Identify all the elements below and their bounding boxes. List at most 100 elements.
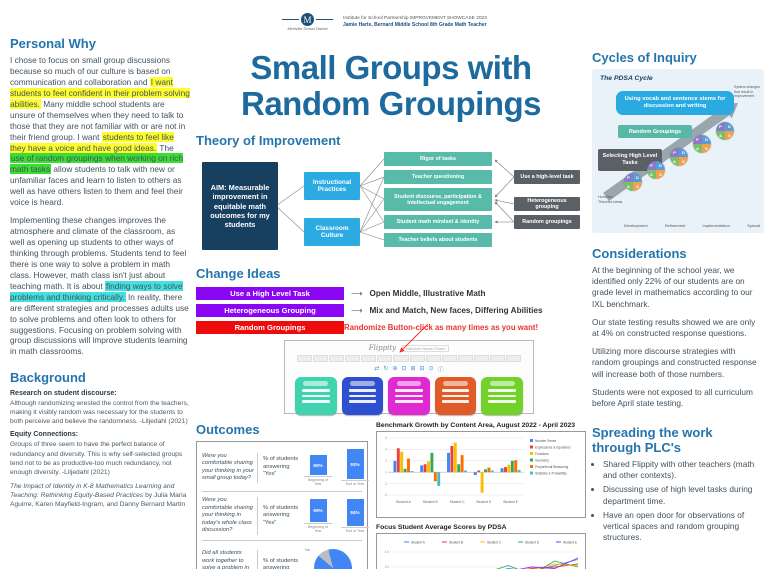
outcome-bar-label: Beginning of Year bbox=[304, 476, 332, 486]
poster-title: Small Groups with Random Groupings bbox=[196, 50, 586, 121]
pdsa-wheel: P D A S bbox=[647, 161, 665, 179]
pdsa-letter: P bbox=[627, 175, 630, 180]
pdsa-letter: S bbox=[636, 184, 639, 189]
outcome-bar-group: 93% End of Year bbox=[341, 449, 369, 486]
text-segment: allow students to talk with new or unfam… bbox=[10, 164, 183, 208]
svg-text:Student A: Student A bbox=[396, 500, 411, 504]
collapse-icon: ⊟ bbox=[419, 366, 425, 373]
randomize-annotation: Randomize Button-click as many times as … bbox=[344, 323, 539, 333]
text-segment: I chose to focus on small group discussi… bbox=[10, 55, 171, 87]
card-name-line bbox=[488, 389, 516, 392]
card-header-pill bbox=[396, 381, 422, 387]
pdsa-letter: D bbox=[636, 175, 639, 180]
district-m-icon: M bbox=[301, 13, 314, 26]
citation-authors: by Julia Maria Aguirre, Karen Mayfield-I… bbox=[10, 491, 187, 508]
results-row: Outcomes Were you comfortable sharing yo… bbox=[196, 422, 586, 569]
background-heading: Background bbox=[10, 370, 86, 386]
change-idea-box: Random Groupings bbox=[196, 321, 344, 335]
secondary-driver-node: Student math mindset & identity bbox=[384, 215, 492, 230]
svg-text:Student E: Student E bbox=[563, 541, 577, 545]
flippity-group-cards bbox=[295, 377, 523, 416]
svg-text:Student B: Student B bbox=[449, 541, 463, 545]
svg-text:Student C: Student C bbox=[449, 500, 465, 504]
card-header-pill bbox=[489, 381, 515, 387]
card-header-pill bbox=[303, 381, 329, 387]
text-segment: Implementing these changes improves the … bbox=[10, 215, 187, 291]
focus-chart-panel: 1.02.03.04.0BaselinePDSA 1PDSA 2PDSA 3PD… bbox=[376, 533, 586, 569]
outcomes-question: Did all students work together to solve … bbox=[202, 549, 258, 569]
card-header-pill bbox=[443, 381, 469, 387]
flippity-tab bbox=[313, 355, 329, 363]
svg-text:4.0: 4.0 bbox=[385, 550, 390, 554]
flippity-tab bbox=[345, 355, 361, 363]
flippity-tab bbox=[441, 355, 457, 363]
svg-text:6: 6 bbox=[385, 436, 387, 440]
pdsa-phase-label: Implementation bbox=[702, 223, 730, 228]
svg-text:Student A: Student A bbox=[411, 541, 426, 545]
flippity-tab bbox=[329, 355, 345, 363]
pdsa-letter: S bbox=[705, 146, 708, 151]
background-sub2-title: Equity Connections: bbox=[10, 431, 79, 439]
outcome-bar-label: End of Year bbox=[341, 480, 369, 486]
background-sub1-title: Research on student discourse: bbox=[10, 390, 117, 398]
considerations-paragraph: Students were not exposed to all curricu… bbox=[592, 386, 753, 408]
flippity-tab-strip bbox=[297, 355, 522, 363]
plc-bullet-list: Shared Flippity with other teachers (mat… bbox=[592, 459, 764, 543]
pdsa-phase-labels: Development Refinement Implementation Sprea… bbox=[624, 223, 760, 228]
outcome-bar: 69% bbox=[309, 499, 327, 523]
district-logo: M Mehlville School District bbox=[282, 13, 333, 31]
pdsa-wheel: P D A S bbox=[624, 173, 642, 191]
focus-line-chart: 1.02.03.04.0BaselinePDSA 1PDSA 2PDSA 3PD… bbox=[385, 541, 579, 569]
outcome-bar: 93% bbox=[346, 449, 364, 480]
showcase-title: Institute for School Partnership IMPROVE… bbox=[343, 16, 487, 21]
pdsa-wheel: P D A S bbox=[693, 135, 711, 153]
plc-heading: Spreading the work through PLC's bbox=[592, 425, 713, 456]
outcome-bar: 84% bbox=[346, 498, 364, 527]
considerations-section: Considerations At the beginning of the s… bbox=[592, 246, 764, 409]
secondary-driver-node: Teacher beliefs about students bbox=[384, 233, 492, 248]
secondary-driver-node: Student discourse, participation & intel… bbox=[384, 188, 492, 212]
benchmark-chart-title: Benchmark Growth by Content Area, August… bbox=[376, 422, 576, 430]
flippity-group-card bbox=[341, 377, 384, 416]
pdsa-letter: A bbox=[627, 184, 630, 189]
aim-node: AIM: Measurable improvement in equitable… bbox=[202, 162, 278, 251]
arrow-right-icon: ⟶ bbox=[351, 289, 363, 299]
outcomes-question: Were you comfortable sharing your thinki… bbox=[202, 497, 258, 535]
flippity-header: Flippity Random Name Picker bbox=[285, 344, 533, 352]
flippity-tab bbox=[361, 355, 377, 363]
flippity-tab bbox=[473, 355, 489, 363]
svg-text:2: 2 bbox=[385, 459, 387, 463]
considerations-paragraph: At the beginning of the school year, we … bbox=[592, 265, 753, 309]
card-name-line bbox=[441, 400, 470, 403]
district-logo-mark: M bbox=[282, 13, 333, 26]
cycles-heading: Cycles of Inquiry bbox=[592, 50, 697, 65]
background-sub2-text: Groups of three seem to have the perfect… bbox=[10, 441, 183, 476]
outcomes-row: Did all students work together to solve … bbox=[202, 539, 362, 569]
pdsa-left-label: Hunches Theories Ideas bbox=[598, 195, 623, 204]
focus-chart-title: Focus Student Average Scores by PDSA bbox=[376, 524, 507, 532]
outcome-bar-group: 69% Beginning of Year bbox=[304, 499, 332, 533]
pdsa-letter: S bbox=[659, 172, 662, 177]
card-name-line bbox=[488, 394, 516, 398]
outcomes-answer-label: % of students answering “Yes” bbox=[263, 504, 299, 526]
card-name-line bbox=[395, 400, 423, 403]
svg-text:-2: -2 bbox=[384, 482, 387, 486]
card-name-line bbox=[395, 394, 423, 398]
change-idea-note: Mix and Match, New faces, Differing Abil… bbox=[369, 306, 543, 316]
change-idea-row: Random Groupings Randomize Button-click a… bbox=[196, 319, 586, 336]
outcome-bar-label: Beginning of Year bbox=[304, 523, 332, 533]
shuffle-icon: ⇄ bbox=[374, 366, 380, 373]
flippity-subtitle: Random Name Picker bbox=[402, 344, 450, 352]
flippity-logo: Flippity bbox=[368, 344, 397, 353]
card-name-line bbox=[488, 400, 516, 403]
poster-header: M Mehlville School District Institute fo… bbox=[282, 6, 586, 38]
pdsa-right-label: System changes that result in improvemen… bbox=[734, 85, 760, 99]
card-name-line bbox=[395, 389, 423, 392]
card-name-line bbox=[348, 394, 377, 398]
svg-text:Student D: Student D bbox=[476, 500, 492, 504]
right-column: Cycles of Inquiry The PDSA Cycle Learnin… bbox=[592, 50, 764, 546]
flippity-tab bbox=[506, 355, 522, 363]
flippity-tab bbox=[297, 355, 313, 363]
primary-driver-node: Classroom Culture bbox=[304, 218, 360, 247]
